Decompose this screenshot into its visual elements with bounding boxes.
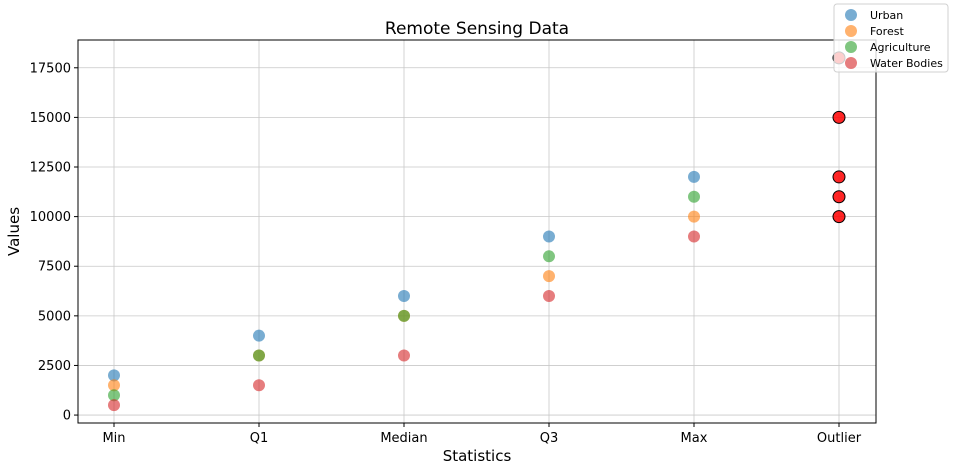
legend-marker bbox=[845, 25, 857, 37]
y-tick-label: 10000 bbox=[30, 210, 71, 225]
x-tick-label: Min bbox=[102, 431, 125, 446]
data-point bbox=[688, 170, 700, 183]
data-point bbox=[253, 379, 265, 392]
outlier-point bbox=[832, 210, 846, 224]
legend-label: Urban bbox=[870, 9, 903, 22]
data-point bbox=[688, 190, 700, 203]
x-tick-label: Q1 bbox=[250, 431, 269, 446]
legend-marker bbox=[845, 9, 857, 21]
legend-label: Agriculture bbox=[870, 41, 931, 54]
data-point bbox=[108, 399, 120, 412]
y-tick-label: 7500 bbox=[38, 260, 71, 275]
data-point bbox=[253, 329, 265, 342]
y-tick-label: 15000 bbox=[30, 111, 71, 126]
grid bbox=[78, 40, 876, 423]
data-point bbox=[543, 270, 555, 283]
x-tick-label: Q3 bbox=[540, 431, 559, 446]
data-point bbox=[398, 349, 410, 362]
legend-marker bbox=[845, 57, 857, 69]
data-point bbox=[398, 289, 410, 302]
x-tick-label: Outlier bbox=[817, 431, 862, 446]
data-point bbox=[108, 369, 120, 382]
plot-area-frame bbox=[77, 39, 877, 424]
y-axis-ticks: 0 2500 5000 7500 10000 12500 15000 17500 bbox=[30, 61, 78, 424]
chart-title: Remote Sensing Data bbox=[385, 19, 569, 39]
outlier-point bbox=[832, 190, 846, 204]
y-tick-label: 12500 bbox=[30, 161, 71, 176]
y-axis-title: Values bbox=[5, 207, 23, 256]
legend-marker bbox=[845, 41, 857, 53]
data-point bbox=[543, 250, 555, 263]
data-point bbox=[253, 349, 265, 362]
y-tick-label: 0 bbox=[63, 409, 71, 424]
data-point bbox=[688, 230, 700, 243]
legend: Urban Forest Agriculture Water Bodies bbox=[833, 3, 949, 73]
y-tick-label: 5000 bbox=[38, 309, 71, 324]
data-point bbox=[688, 210, 700, 223]
x-tick-label: Max bbox=[681, 431, 708, 446]
x-tick-label: Median bbox=[380, 431, 427, 446]
y-tick-label: 17500 bbox=[30, 61, 71, 76]
x-axis-title: Statistics bbox=[443, 447, 512, 465]
data-point bbox=[108, 389, 120, 402]
y-tick-label: 2500 bbox=[38, 359, 71, 374]
data-point bbox=[543, 230, 555, 243]
x-axis-ticks: Min Q1 Median Q3 Max Outlier bbox=[102, 423, 862, 446]
legend-label: Water Bodies bbox=[870, 57, 943, 70]
data-point bbox=[108, 379, 120, 392]
legend-frame bbox=[833, 3, 949, 73]
data-points bbox=[108, 51, 846, 412]
outlier-point bbox=[832, 110, 846, 124]
data-point bbox=[543, 289, 555, 302]
data-point bbox=[398, 309, 410, 322]
outlier-point bbox=[832, 170, 846, 184]
legend-label: Forest bbox=[870, 25, 904, 38]
